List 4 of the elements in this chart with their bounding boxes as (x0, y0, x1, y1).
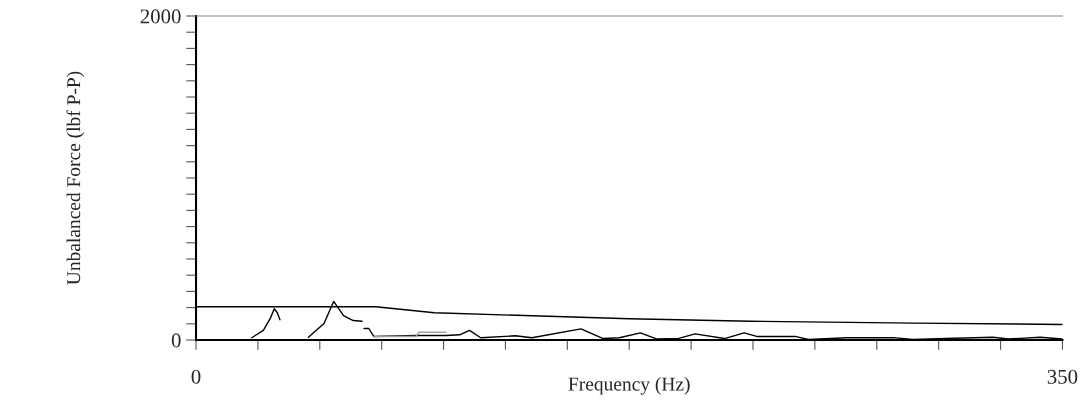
y-tick-label: 2000 (140, 9, 181, 24)
y-axis-title: Unbalanced Force (lbf P-P) (66, 71, 85, 285)
x-tick-label: 350 (1047, 369, 1078, 384)
x-axis-title: Frequency (Hz) (568, 376, 690, 395)
